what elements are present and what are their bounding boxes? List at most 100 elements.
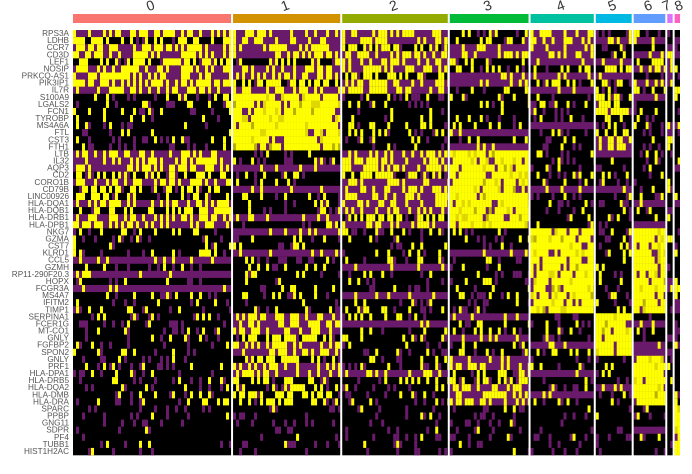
heatmap-cell — [483, 143, 486, 150]
heatmap-cell — [308, 129, 311, 136]
heatmap-cell — [510, 165, 513, 172]
heatmap-cell — [426, 200, 429, 207]
heatmap-cell — [471, 214, 474, 221]
heatmap-cell — [100, 250, 103, 257]
heatmap-cell — [251, 356, 254, 363]
heatmap-cell — [495, 278, 498, 285]
heatmap-cell — [546, 306, 549, 313]
heatmap-cell — [489, 37, 492, 44]
heatmap-cell — [626, 193, 629, 200]
heatmap-cell — [498, 200, 501, 207]
heatmap-cell — [513, 370, 516, 377]
heatmap-cell — [623, 122, 626, 129]
heatmap-cell — [591, 306, 594, 313]
heatmap-cell — [136, 165, 139, 172]
heatmap-cell — [272, 363, 275, 370]
heatmap-cell — [626, 335, 629, 342]
heatmap-cell — [284, 101, 287, 108]
heatmap-cell — [320, 143, 323, 150]
heatmap-cell — [456, 427, 459, 434]
heatmap-cell — [184, 94, 187, 101]
heatmap-cell — [73, 214, 76, 221]
heatmap-cell — [160, 285, 163, 292]
heatmap-cell — [290, 73, 293, 80]
heatmap-cell — [314, 398, 317, 405]
heatmap-cell — [489, 221, 492, 228]
heatmap-cell — [354, 44, 357, 51]
heatmap-cell — [432, 44, 435, 51]
heatmap-cell — [588, 243, 591, 250]
heatmap-cell — [242, 335, 245, 342]
heatmap-cell — [257, 129, 260, 136]
heatmap-row-segment — [233, 299, 340, 306]
heatmap-cell — [611, 228, 614, 235]
heatmap-cell — [405, 172, 408, 179]
heatmap-cell — [614, 384, 617, 391]
heatmap-cell — [501, 101, 504, 108]
heatmap-cell — [314, 143, 317, 150]
heatmap-row-segment — [667, 278, 672, 285]
heatmap-cell — [342, 94, 345, 101]
heatmap-cell — [223, 101, 226, 108]
heatmap-cell — [263, 165, 266, 172]
heatmap-cell — [483, 165, 486, 172]
heatmap-cell — [290, 320, 293, 327]
heatmap-cell — [214, 200, 217, 207]
heatmap-cell — [100, 370, 103, 377]
heatmap-cell — [85, 44, 88, 51]
heatmap-cell — [465, 207, 468, 214]
heatmap-cell — [678, 108, 680, 115]
heatmap-cell — [537, 243, 540, 250]
heatmap-cell — [314, 384, 317, 391]
heatmap-cell — [399, 356, 402, 363]
heatmap-row-segment — [342, 186, 448, 193]
heatmap-cell — [172, 356, 175, 363]
heatmap-cell — [226, 58, 229, 65]
heatmap-cell — [115, 285, 118, 292]
heatmap-cell — [109, 342, 112, 349]
heatmap-cell — [202, 80, 205, 87]
heatmap-cell — [79, 257, 82, 264]
heatmap-cell — [543, 80, 546, 87]
heatmap-cell — [510, 214, 513, 221]
heatmap-cell — [142, 108, 145, 115]
heatmap-cell — [605, 221, 608, 228]
heatmap-cell — [293, 136, 296, 143]
heatmap-cell — [199, 200, 202, 207]
heatmap-cell — [623, 320, 626, 327]
heatmap-cell — [516, 158, 519, 165]
heatmap-row-segment — [531, 391, 594, 398]
heatmap-row-segment — [73, 30, 231, 37]
heatmap-cell — [103, 313, 106, 320]
heatmap-cell — [426, 165, 429, 172]
heatmap-cell — [202, 207, 205, 214]
heatmap-cell — [483, 200, 486, 207]
heatmap-cell — [558, 306, 561, 313]
heatmap-cell — [94, 37, 97, 44]
heatmap-cell — [242, 391, 245, 398]
heatmap-cell — [378, 377, 381, 384]
heatmap-cell — [317, 356, 320, 363]
heatmap-cell — [79, 65, 82, 72]
heatmap-cell — [257, 115, 260, 122]
heatmap-cell — [546, 335, 549, 342]
heatmap-cell — [220, 207, 223, 214]
heatmap-cell — [193, 87, 196, 94]
heatmap-cell — [519, 207, 522, 214]
heatmap-cell — [670, 80, 672, 87]
heatmap-cell — [293, 115, 296, 122]
heatmap-cell — [357, 101, 360, 108]
heatmap-row-segment — [596, 264, 632, 271]
heatmap-cell — [342, 250, 345, 257]
heatmap-cell — [293, 129, 296, 136]
heatmap-cell — [617, 349, 620, 356]
heatmap-cell — [444, 150, 447, 157]
heatmap-cell — [160, 214, 163, 221]
heatmap-cell — [166, 30, 169, 37]
heatmap-cell — [474, 363, 477, 370]
heatmap-cell — [332, 313, 335, 320]
heatmap-cell — [375, 87, 378, 94]
heatmap-row-segment — [675, 271, 680, 278]
heatmap-cell — [596, 349, 599, 356]
heatmap-cell — [519, 193, 522, 200]
